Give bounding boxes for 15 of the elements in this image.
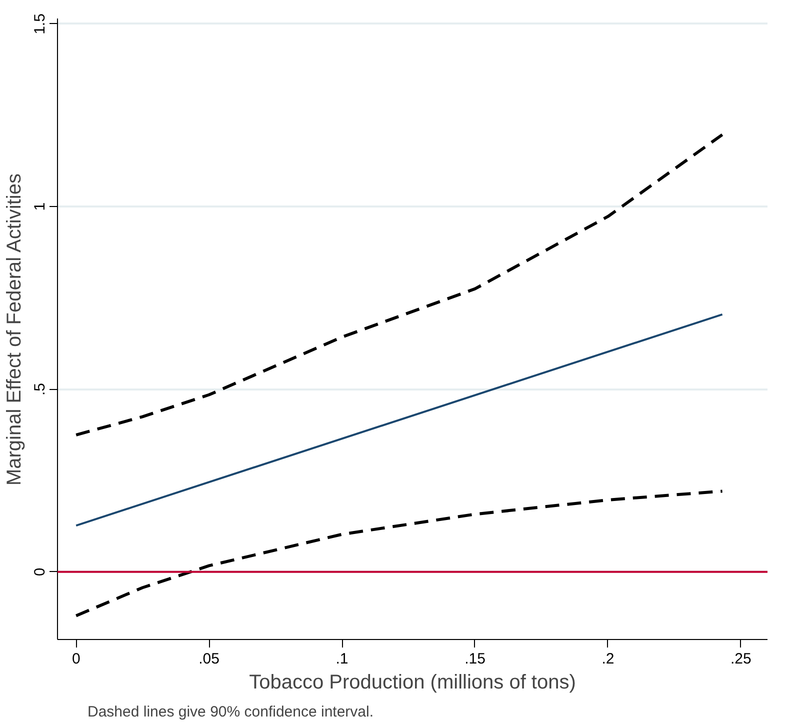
y-axis-title: Marginal Effect of Federal Activities xyxy=(4,174,26,486)
x-tick-label: .2 xyxy=(602,650,614,668)
x-tick-label: 0 xyxy=(72,650,80,668)
line-series xyxy=(74,490,724,618)
y-tick-label: .5 xyxy=(32,383,48,396)
y-tick-label: 1 xyxy=(32,202,48,211)
y-tick-label: 0 xyxy=(32,568,48,576)
x-axis-title: Tobacco Production (millions of tons) xyxy=(249,672,576,694)
x-tick-label: .25 xyxy=(730,650,752,668)
y-tick-label: 1.5 xyxy=(32,14,48,34)
line-series xyxy=(74,133,724,436)
x-tick-label: .15 xyxy=(464,650,486,668)
text: Dashed lines give 90% confidence interval. xyxy=(88,704,374,720)
x-tick-label: .05 xyxy=(198,650,220,668)
x-tick-label: .1 xyxy=(336,650,348,668)
